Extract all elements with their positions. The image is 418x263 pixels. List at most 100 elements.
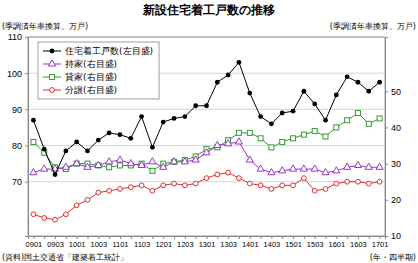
- tick-mark: [207, 236, 208, 239]
- tick-mark: [326, 236, 327, 239]
- tick-mark: [336, 236, 337, 239]
- marker: [161, 120, 166, 125]
- tick-mark: [261, 236, 262, 239]
- plot-area: [30, 60, 383, 222]
- marker: [345, 179, 350, 184]
- marker: [182, 183, 187, 188]
- tick: [66, 236, 67, 239]
- tick: 110: [8, 32, 28, 42]
- marker: [322, 169, 329, 175]
- marker: [161, 183, 166, 188]
- tick-mark: [25, 73, 28, 74]
- y2-axis-label: (季調済年率換算、万戸): [330, 22, 416, 31]
- x-axis: 0901090310011003110111031201120313011303…: [26, 236, 389, 249]
- marker: [150, 145, 155, 150]
- tick-label: 1003: [90, 240, 107, 249]
- marker: [193, 181, 198, 186]
- series: [31, 60, 382, 177]
- marker: [225, 140, 232, 146]
- tick-mark: [109, 236, 110, 239]
- tick-mark: [25, 109, 28, 110]
- tick-label: 30: [391, 159, 401, 169]
- marker: [118, 187, 123, 192]
- marker: [182, 114, 187, 119]
- tick-label: 1301: [199, 240, 216, 249]
- tick-mark: [385, 91, 388, 92]
- marker: [30, 169, 37, 175]
- tick: 1601: [328, 236, 345, 249]
- tick: [217, 236, 218, 239]
- tick-label: 1701: [372, 240, 389, 249]
- marker: [355, 110, 360, 115]
- tick: 1203: [177, 236, 194, 249]
- marker: [279, 167, 286, 173]
- tick-mark: [185, 236, 186, 239]
- tick-mark: [217, 236, 218, 239]
- marker: [289, 165, 296, 171]
- y-axis: 70 80 90 100 110: [7, 32, 29, 236]
- tick-label: 1401: [242, 240, 259, 249]
- marker: [365, 163, 372, 169]
- tick: 20: [385, 195, 401, 205]
- tick-mark: [33, 236, 34, 239]
- marker: [334, 92, 339, 97]
- marker: [377, 116, 382, 121]
- legend-entry: 持家(右目盛): [43, 59, 117, 69]
- tick: 90: [12, 105, 28, 115]
- tick: [152, 236, 153, 239]
- marker: [204, 176, 209, 181]
- marker: [323, 118, 328, 123]
- axis-line: [29, 237, 386, 240]
- marker: [377, 179, 382, 184]
- marker: [106, 158, 113, 164]
- tick-label: 40: [391, 123, 401, 133]
- marker: [215, 172, 220, 177]
- tick: [369, 236, 370, 239]
- marker: [204, 103, 209, 108]
- marker: [138, 161, 145, 167]
- marker: [312, 188, 317, 193]
- tick: 100: [7, 69, 28, 79]
- marker: [366, 121, 371, 126]
- tick: [304, 236, 305, 239]
- marker: [107, 188, 112, 193]
- marker: [84, 163, 91, 169]
- tick-mark: [196, 236, 197, 239]
- tick-label: 70: [12, 177, 22, 187]
- marker: [356, 179, 361, 184]
- tick-mark: [77, 236, 78, 239]
- tick-mark: [347, 236, 348, 239]
- marker: [172, 116, 177, 121]
- tick-mark: [88, 236, 89, 239]
- marker: [354, 161, 361, 167]
- marker: [236, 130, 241, 135]
- axis-line: [386, 38, 389, 237]
- tick-mark: [250, 236, 251, 239]
- series: [30, 138, 383, 175]
- tick: 1303: [220, 236, 237, 249]
- y2-axis: 1020304050: [385, 38, 401, 242]
- tick-label: 1001: [69, 240, 86, 249]
- tick-label: 1601: [328, 240, 345, 249]
- marker: [107, 130, 112, 135]
- marker: [280, 111, 285, 116]
- marker: [333, 167, 340, 173]
- tick-mark: [142, 236, 143, 239]
- tick-mark: [66, 236, 67, 239]
- marker: [345, 74, 350, 79]
- legend-marker: [50, 49, 55, 54]
- tick-mark: [44, 236, 45, 239]
- marker: [85, 197, 90, 202]
- tick: 80: [12, 141, 28, 151]
- marker: [215, 80, 220, 85]
- tick-label: 1501: [285, 240, 302, 249]
- tick-mark: [271, 236, 272, 239]
- tick: [131, 236, 132, 239]
- marker: [269, 121, 274, 126]
- tick: 0903: [47, 236, 64, 249]
- tick-label: 80: [12, 141, 22, 151]
- marker: [291, 136, 296, 141]
- marker: [160, 163, 167, 169]
- marker: [269, 145, 274, 150]
- marker: [300, 165, 307, 171]
